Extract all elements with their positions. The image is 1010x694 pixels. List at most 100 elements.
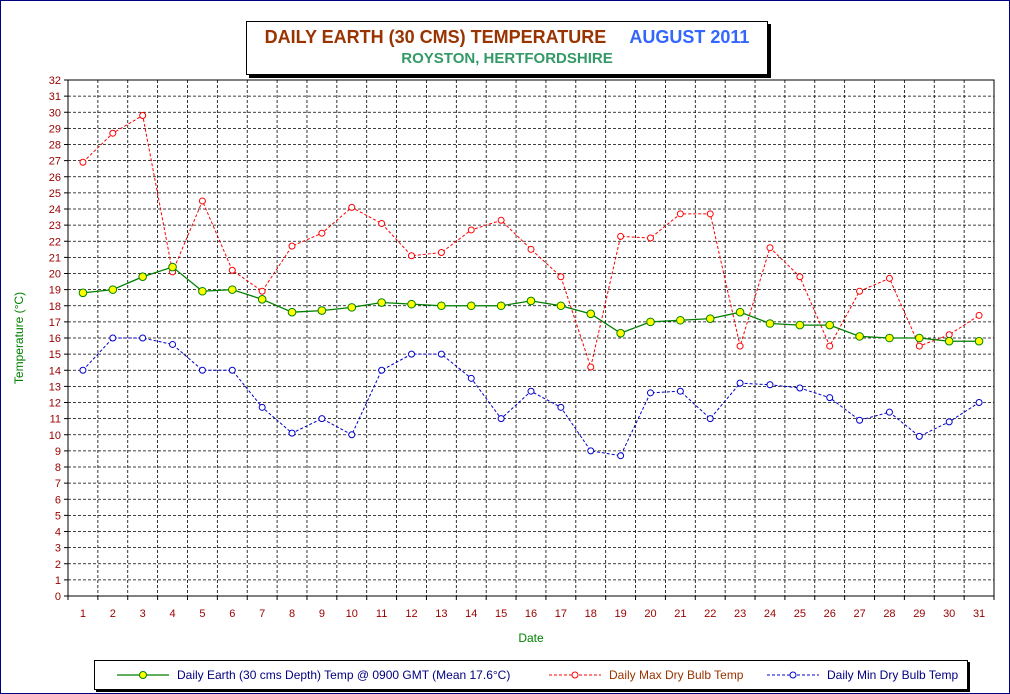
data-point-min — [228, 366, 236, 374]
x-tick-label: 8 — [289, 608, 295, 620]
data-point-min — [646, 389, 654, 397]
data-point-max — [706, 210, 714, 218]
data-point-earth — [735, 307, 745, 317]
data-point-max — [676, 210, 684, 218]
data-point-max — [736, 342, 744, 350]
x-tick-label: 13 — [435, 608, 447, 620]
data-point-min — [975, 399, 983, 406]
x-tick-label: 19 — [614, 608, 626, 620]
data-point-min — [826, 394, 834, 402]
data-point-earth — [108, 285, 118, 294]
title-line: DAILY EARTH (30 CMS) TEMPERATURE AUGUST … — [247, 27, 767, 48]
y-tick-label: 18 — [49, 301, 61, 313]
x-tick-label: 27 — [853, 608, 865, 620]
y-tick-label: 21 — [49, 252, 61, 264]
data-point-min — [617, 452, 625, 460]
data-point-max — [348, 203, 356, 211]
x-tick-label: 28 — [883, 608, 895, 620]
data-point-max — [378, 220, 386, 228]
data-point-earth — [377, 298, 386, 307]
data-point-earth — [795, 320, 805, 330]
data-point-min — [288, 429, 296, 437]
x-tick-label: 22 — [704, 608, 716, 620]
y-axis-title: Temperature (°C) — [12, 292, 26, 384]
data-point-max — [408, 252, 416, 260]
data-point-min — [109, 334, 117, 342]
x-tick-label: 31 — [973, 608, 985, 620]
data-point-min — [796, 384, 804, 392]
x-tick-label: 16 — [525, 608, 537, 620]
data-point-min — [378, 366, 386, 374]
x-tick-label: 20 — [644, 608, 656, 620]
x-tick-label: 6 — [229, 608, 235, 620]
x-tick-label: 26 — [824, 608, 836, 620]
y-tick-label: 7 — [55, 478, 61, 490]
data-point-earth — [915, 333, 924, 343]
legend-max-swatch — [549, 671, 601, 679]
data-point-max — [79, 158, 87, 166]
data-point-max — [975, 311, 983, 319]
title-box: DAILY EARTH (30 CMS) TEMPERATURE AUGUST … — [246, 21, 768, 75]
chart-title: DAILY EARTH (30 CMS) TEMPERATURE — [264, 27, 607, 47]
data-point-earth — [855, 332, 864, 341]
data-point-min — [139, 334, 147, 342]
legend-earth-label: Daily Earth (30 cms Depth) Temp @ 0900 G… — [177, 668, 511, 682]
data-point-earth — [407, 299, 416, 309]
data-point-min — [557, 403, 565, 411]
y-tick-label: 2 — [55, 559, 61, 571]
x-tick-label: 1 — [80, 608, 86, 620]
data-point-max — [318, 229, 326, 237]
x-tick-label: 10 — [346, 608, 358, 620]
data-point-earth — [138, 272, 147, 282]
data-point-min — [766, 381, 774, 389]
data-point-min — [318, 415, 326, 423]
legend: Daily Earth (30 cms Depth) Temp @ 0900 G… — [94, 660, 968, 690]
y-tick-label: 31 — [49, 91, 61, 103]
y-tick-label: 10 — [49, 430, 61, 442]
data-point-max — [945, 331, 953, 339]
data-point-max — [856, 287, 864, 295]
legend-earth-swatch — [117, 671, 169, 679]
data-point-min — [348, 431, 356, 439]
legend-min-swatch — [767, 671, 819, 679]
x-tick-label: 18 — [585, 608, 597, 620]
data-point-min — [437, 350, 445, 358]
data-point-earth — [347, 303, 357, 312]
x-tick-label: 11 — [376, 608, 387, 620]
y-tick-label: 4 — [55, 527, 61, 539]
x-tick-label: 17 — [555, 608, 567, 620]
y-tick-label: 24 — [49, 204, 61, 216]
data-point-earth — [317, 306, 327, 315]
data-point-max — [288, 242, 296, 250]
y-tick-label: 20 — [49, 269, 61, 281]
x-axis-title: Date — [518, 631, 544, 645]
data-point-min — [258, 403, 266, 411]
data-point-min — [587, 447, 595, 455]
x-tick-label: 30 — [943, 608, 955, 620]
data-point-min — [736, 379, 744, 387]
data-point-min — [885, 408, 893, 416]
x-tick-label: 29 — [913, 608, 925, 620]
data-point-max — [557, 273, 565, 281]
data-point-min — [198, 366, 206, 374]
data-point-min — [169, 340, 177, 348]
data-point-earth — [198, 286, 207, 296]
data-point-min — [915, 432, 923, 440]
data-point-min — [856, 416, 864, 424]
y-tick-label: 32 — [49, 75, 61, 87]
data-point-earth — [496, 301, 506, 311]
data-point-min — [497, 415, 505, 423]
legend-min-label: Daily Min Dry Bulb Temp — [827, 668, 959, 682]
data-point-earth — [168, 262, 177, 272]
y-tick-label: 3 — [55, 543, 61, 555]
legend-max-label: Daily Max Dry Bulb Temp — [609, 668, 744, 682]
data-point-max — [885, 274, 893, 282]
data-point-max — [139, 111, 147, 119]
y-tick-label: 15 — [49, 349, 61, 361]
x-tick-label: 4 — [169, 608, 175, 620]
y-tick-label: 12 — [49, 398, 61, 410]
data-point-max — [617, 232, 625, 240]
data-point-min — [527, 387, 535, 395]
y-tick-label: 16 — [49, 333, 61, 345]
